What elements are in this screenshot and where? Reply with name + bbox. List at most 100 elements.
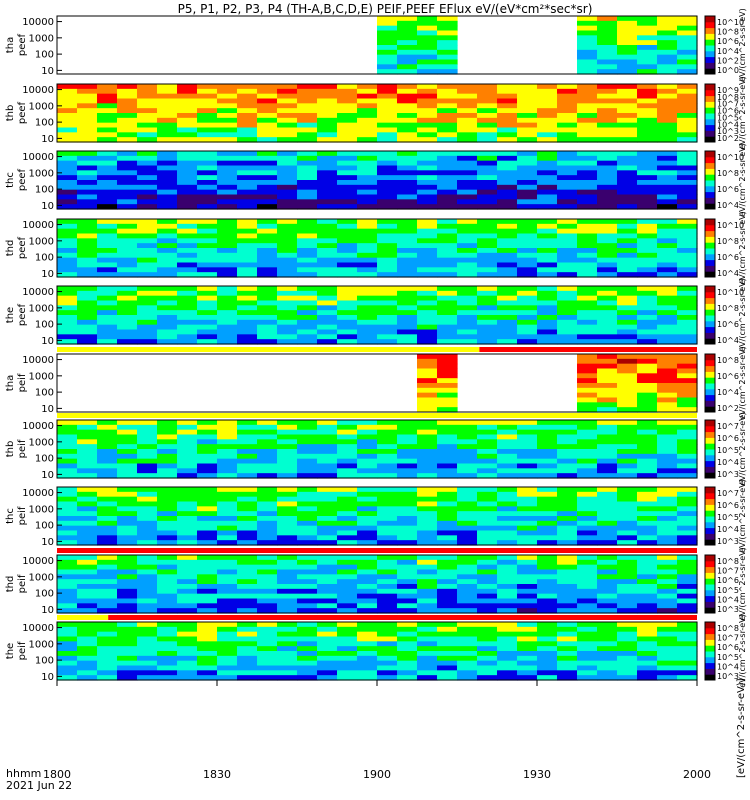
heatmap-cell <box>437 631 458 638</box>
heatmap-cell <box>97 127 118 133</box>
heatmap-cell <box>497 631 518 638</box>
heatmap-cell <box>637 540 658 546</box>
colorbar-segment <box>705 230 715 234</box>
heatmap-cell <box>577 35 598 41</box>
heatmap-cell <box>537 626 558 633</box>
heatmap-cell <box>417 387 438 394</box>
heatmap-cell <box>77 257 98 264</box>
heatmap-cell <box>617 491 638 498</box>
heatmap-cell <box>417 84 438 90</box>
heatmap-cell <box>217 98 238 104</box>
heatmap-cell <box>557 641 578 647</box>
heatmap-cell <box>577 449 598 455</box>
heatmap-cell <box>597 354 618 360</box>
colorbar-tick-label: 10^6 <box>717 576 739 585</box>
heatmap-cell <box>597 319 618 326</box>
colorbar-segment <box>705 654 715 658</box>
heatmap-cell <box>557 305 578 311</box>
heatmap-cell <box>77 194 98 200</box>
heatmap-cell <box>437 675 458 681</box>
heatmap-cell <box>477 84 498 90</box>
heatmap-cell <box>357 165 378 171</box>
heatmap-cell <box>337 660 358 667</box>
heatmap-cell <box>517 449 538 455</box>
heatmap-cell <box>197 233 218 239</box>
heatmap-cell <box>117 675 138 681</box>
heatmap-cell <box>657 603 678 609</box>
heatmap-cell <box>637 458 658 465</box>
heatmap-cell <box>297 103 318 109</box>
heatmap-cell <box>57 670 78 676</box>
heatmap-cell <box>277 295 298 302</box>
heatmap-cell <box>497 319 518 326</box>
heatmap-cell <box>657 516 678 522</box>
heatmap-cell <box>557 420 578 426</box>
colorbar-segment <box>705 625 715 629</box>
heatmap-cell <box>117 305 138 311</box>
heatmap-cell <box>417 160 438 167</box>
heatmap-cell <box>477 160 498 167</box>
heatmap-cell <box>157 439 178 445</box>
heatmap-cell <box>637 69 658 75</box>
heatmap-cell <box>97 646 118 652</box>
heatmap-cell <box>597 608 618 614</box>
heatmap-cell <box>537 434 558 440</box>
heatmap-cell <box>157 300 178 306</box>
heatmap-cell <box>557 636 578 642</box>
heatmap-cell <box>637 468 658 474</box>
heatmap-cell <box>537 267 558 273</box>
heatmap-cell <box>397 420 418 426</box>
heatmap-cell <box>377 93 398 100</box>
heatmap-cell <box>137 108 158 114</box>
heatmap-cell <box>377 262 398 268</box>
heatmap-cell <box>577 378 598 384</box>
heatmap-cell <box>497 233 518 239</box>
heatmap-cell <box>677 35 698 41</box>
heatmap-cell <box>197 310 218 316</box>
heatmap-cell <box>617 248 638 254</box>
heatmap-cell <box>197 132 218 138</box>
heatmap-cell <box>417 453 438 460</box>
heatmap-cell <box>217 262 238 268</box>
heatmap-cell <box>177 608 198 614</box>
heatmap-cell <box>117 310 138 316</box>
heatmap-cell <box>417 626 438 633</box>
heatmap-cell <box>317 98 338 104</box>
heatmap-cell <box>297 248 318 254</box>
heatmap-cell <box>457 319 478 326</box>
heatmap-cell <box>357 315 378 321</box>
heatmap-cell <box>457 252 478 259</box>
heatmap-cell <box>297 574 318 580</box>
heatmap-cell <box>77 468 98 474</box>
heatmap-cell <box>637 354 658 360</box>
heatmap-cell <box>657 636 678 642</box>
heatmap-cell <box>657 646 678 652</box>
heatmap-cell <box>157 468 178 474</box>
heatmap-cell <box>657 407 678 413</box>
heatmap-cell <box>557 93 578 100</box>
heatmap-cell <box>517 559 538 566</box>
heatmap-cell <box>597 511 618 517</box>
y-tick-label: 100 <box>35 589 54 600</box>
heatmap-cell <box>337 248 358 254</box>
heatmap-cell <box>617 424 638 431</box>
heatmap-cell <box>317 170 338 176</box>
heatmap-cell <box>197 429 218 436</box>
heatmap-cell <box>477 626 498 633</box>
heatmap-cell <box>597 392 618 399</box>
colorbar-tick-label: 10^2 <box>717 404 739 413</box>
heatmap-cell <box>257 506 278 512</box>
heatmap-cell <box>337 598 358 604</box>
y-tick-label: 10000 <box>22 421 54 432</box>
heatmap-cell <box>277 651 298 657</box>
heatmap-cell <box>157 655 178 662</box>
heatmap-cell <box>657 175 678 181</box>
colorbar-segment <box>705 114 715 118</box>
heatmap-cell <box>217 660 238 667</box>
heatmap-cell <box>217 453 238 460</box>
heatmap-cell <box>517 506 538 512</box>
heatmap-cell <box>437 424 458 431</box>
colorbar-label: eV/(cm^2-s-sr-eV) <box>738 547 747 620</box>
heatmap-cell <box>77 243 98 249</box>
heatmap-cell <box>297 530 318 536</box>
